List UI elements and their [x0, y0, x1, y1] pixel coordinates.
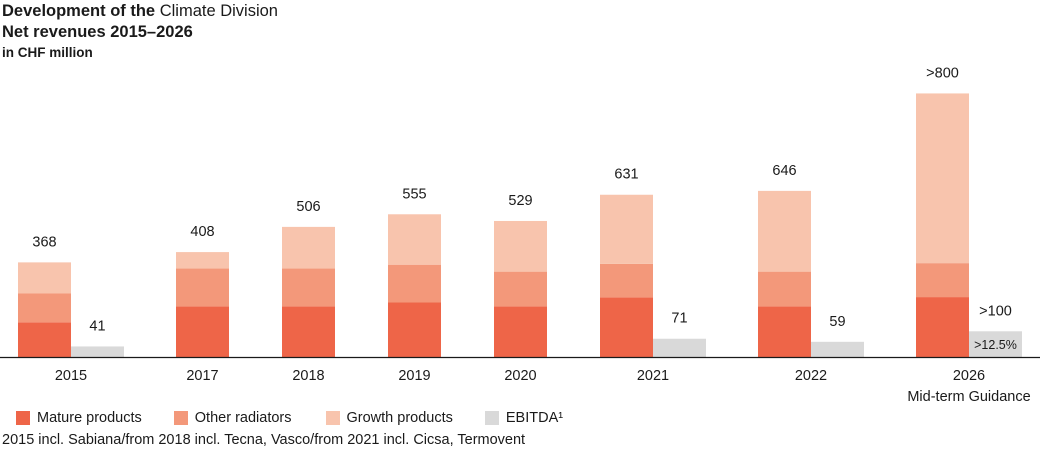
bar-segment-growth: [18, 262, 71, 294]
bar-segment-other: [176, 268, 229, 307]
bar-ebitda: [653, 338, 706, 357]
total-label: 529: [508, 193, 532, 209]
chart-subtitle: Net revenues 2015–2026: [2, 23, 193, 41]
ebitda-inner-label: >12.5%: [974, 338, 1017, 352]
bar-ebitda: [811, 341, 864, 357]
bar-segment-other: [600, 263, 653, 298]
total-label: 408: [190, 224, 214, 240]
bar-chart: 368 41 2015 408 2017 506 2018 555 2019 529 2020 631…: [0, 65, 1040, 405]
total-label: 368: [32, 234, 56, 250]
bar-segment-growth: [916, 93, 969, 264]
legend-label: Other radiators: [194, 410, 292, 426]
bar-segment-mature: [18, 322, 71, 357]
x-tick-label: 2019: [398, 368, 430, 384]
legend-item-ebitda: EBITDA¹: [484, 410, 564, 426]
bar-segment-growth: [600, 194, 653, 264]
bar-segment-mature: [758, 306, 811, 357]
legend-item-growth: Growth products: [325, 410, 453, 426]
bar-segment-growth: [282, 226, 335, 269]
x-tick-label: 2022: [795, 368, 827, 384]
total-label: 646: [772, 163, 796, 179]
x-tick-label: 2015: [55, 368, 87, 384]
legend-swatch-mature: [16, 411, 30, 425]
legend-label: Growth products: [346, 410, 453, 426]
total-label: 631: [614, 167, 638, 183]
legend-item-other: Other radiators: [173, 410, 292, 426]
x-tick-label: 2021: [637, 368, 669, 384]
bar-segment-other: [18, 293, 71, 323]
bar-segment-mature: [388, 302, 441, 357]
x-tick-label: 2018: [292, 368, 324, 384]
legend-item-mature: Mature products: [16, 410, 142, 426]
legend: Mature products Other radiators Growth p…: [16, 410, 597, 426]
unit-label: in CHF million: [2, 45, 93, 60]
total-label: 506: [296, 199, 320, 215]
ebitda-label: >100: [979, 303, 1012, 319]
legend-label: Mature products: [37, 410, 142, 426]
x-tick-sublabel: Mid-term Guidance: [907, 389, 1030, 405]
bar-segment-mature: [600, 297, 653, 357]
legend-swatch-growth: [325, 411, 340, 425]
bar-segment-growth: [494, 220, 547, 272]
bar-segment-mature: [282, 306, 335, 357]
bar-ebitda: [71, 346, 124, 357]
bar-segment-mature: [494, 306, 547, 357]
bar-segment-mature: [176, 306, 229, 357]
bar-segment-other: [388, 264, 441, 303]
x-tick-label: 2017: [186, 368, 218, 384]
x-tick-label: 2026: [953, 368, 985, 384]
total-label: 555: [402, 186, 426, 202]
legend-swatch-ebitda: [484, 411, 499, 425]
bar-ebitda: [969, 331, 1022, 357]
bar-segment-other: [282, 268, 335, 307]
bar-segment-growth: [758, 190, 811, 272]
bar-segment-growth: [176, 252, 229, 269]
footnote: 2015 incl. Sabiana/from 2018 incl. Tecna…: [2, 432, 526, 448]
bar-segment-other: [916, 263, 969, 298]
ebitda-label: 41: [89, 318, 105, 334]
title-bold: Development of the: [2, 2, 156, 20]
title-light: Climate Division: [159, 2, 278, 20]
ebitda-label: 71: [671, 311, 687, 327]
chart-title: Development of the Climate Division: [2, 0, 278, 22]
x-tick-label: 2020: [504, 368, 536, 384]
bar-segment-other: [494, 271, 547, 307]
bar-segment-growth: [388, 214, 441, 265]
legend-swatch-other: [173, 411, 188, 425]
chart-titles: Development of the Climate Division Net …: [2, 0, 278, 63]
bar-segment-other: [758, 271, 811, 307]
ebitda-label: 59: [829, 314, 845, 330]
legend-label: EBITDA¹: [505, 410, 564, 426]
bar-segment-mature: [916, 297, 969, 357]
total-label: >800: [926, 65, 959, 81]
